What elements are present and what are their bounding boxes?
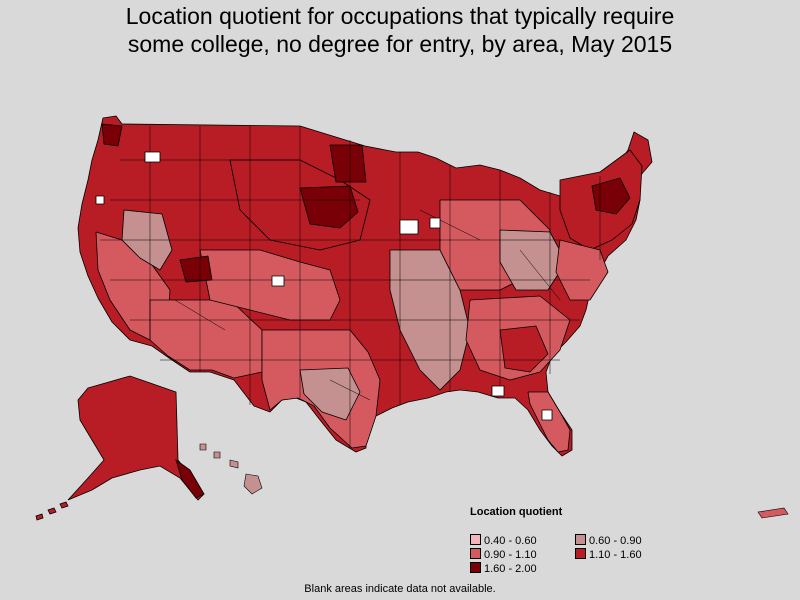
legend-swatch — [470, 548, 481, 559]
aleutian-islands — [35, 501, 69, 521]
alaska-southeast-dark — [175, 458, 205, 499]
legend-item-0.40-0.60: 0.40 - 0.60 — [470, 534, 537, 547]
legend-item-0.90-1.10: 0.90 - 1.10 — [470, 548, 537, 561]
region-minnesota-north-dark — [329, 144, 367, 183]
hawaii-region — [199, 443, 263, 495]
legend-label: 0.40 - 0.60 — [484, 535, 537, 547]
no-data-area-oregon — [95, 195, 105, 205]
legend-label: 1.60 - 2.00 — [484, 563, 537, 575]
alaska-region — [35, 375, 205, 521]
hawaii-maui — [229, 459, 239, 469]
legend-label: 1.10 - 1.60 — [589, 549, 642, 561]
no-data-area-louisiana — [491, 385, 505, 397]
region-utah-dark — [179, 255, 213, 283]
region-texas-south-lowquotient — [299, 367, 361, 421]
legend-swatch — [470, 562, 481, 573]
no-data-area-michigan — [429, 217, 441, 229]
region-new-england-dark — [591, 177, 631, 215]
hawaii-oahu — [213, 451, 221, 459]
area-boundaries — [100, 126, 601, 448]
map-title-line1: Location quotient for occupations that t… — [125, 3, 675, 29]
legend-swatch — [575, 548, 586, 559]
puerto-rico-island — [757, 507, 789, 519]
legend: Location quotient 0.40 - 0.60 0.60 - 0.9… — [470, 506, 720, 575]
legend-label: 0.60 - 0.90 — [589, 535, 642, 547]
legend-item-1.10-1.60: 1.10 - 1.60 — [575, 548, 642, 561]
puerto-rico-region — [757, 507, 789, 519]
region-florida — [527, 391, 571, 453]
hawaii-kauai — [199, 443, 207, 451]
no-data-area-wisconsin — [399, 219, 419, 235]
region-washington-dark — [101, 123, 123, 147]
no-data-area-montana — [144, 151, 161, 163]
region-dakota-dark — [299, 185, 359, 229]
legend-swatch — [575, 534, 586, 545]
contiguous-us-region — [77, 115, 653, 457]
legend-label: 0.90 - 1.10 — [484, 549, 537, 561]
map-title: Location quotient for occupations that t… — [0, 2, 800, 58]
footnote: Blank areas indicate data not available. — [304, 583, 496, 595]
legend-item-1.60-2.00: 1.60 - 2.00 — [470, 562, 537, 575]
region-georgia-highquotient — [499, 325, 549, 373]
alaska-outline — [67, 375, 205, 501]
map-title-line2: some college, no degree for entry, by ar… — [127, 31, 673, 57]
region-colorado-kansas — [199, 249, 341, 321]
no-data-area-florida — [541, 409, 553, 421]
hawaii-big-island — [243, 473, 263, 495]
legend-title: Location quotient — [470, 506, 563, 518]
region-arizona-newmexico — [149, 299, 263, 379]
no-data-area-nebraska — [271, 275, 285, 287]
legend-swatch — [470, 534, 481, 545]
legend-item-0.60-0.90: 0.60 - 0.90 — [575, 534, 642, 547]
